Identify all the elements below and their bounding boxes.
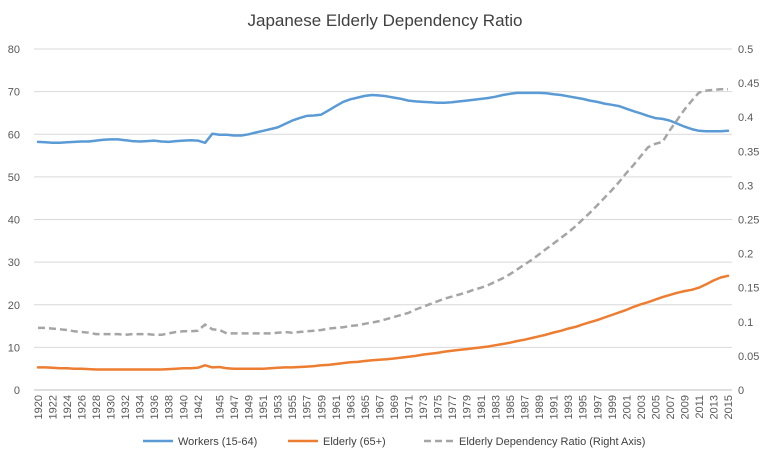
x-tick-label: 1981 bbox=[476, 395, 488, 419]
x-tick-label: 1945 bbox=[215, 395, 227, 419]
y2-tick-label: 0.3 bbox=[738, 180, 753, 192]
x-tick-label: 2003 bbox=[636, 395, 648, 419]
legend-label: Elderly Dependency Ratio (Right Axis) bbox=[459, 436, 645, 448]
x-tick-label: 1991 bbox=[549, 395, 561, 419]
series-line-2 bbox=[36, 274, 730, 371]
x-tick-label: 1977 bbox=[447, 395, 459, 419]
x-tick-label: 1967 bbox=[374, 395, 386, 419]
y-tick-label: 50 bbox=[8, 172, 20, 184]
y2-tick-label: 0.15 bbox=[738, 283, 759, 295]
y-tick-label: 20 bbox=[8, 300, 20, 312]
y2-tick-label: 0 bbox=[738, 385, 744, 397]
x-tick-label: 1930 bbox=[106, 395, 118, 419]
y2-tick-label: 0.45 bbox=[738, 78, 759, 90]
x-tick-label: 1961 bbox=[331, 395, 343, 419]
legend-label: Workers (15-64) bbox=[178, 436, 257, 448]
x-tick-label: 2015 bbox=[723, 395, 735, 419]
series-line-1 bbox=[36, 91, 730, 145]
y-tick-label: 60 bbox=[8, 129, 20, 141]
series-line-3 bbox=[38, 87, 728, 337]
right-axis: 0 0.05 0.1 0.15 0.2 0.25 0.3 0.35 0.4 0.45 0.5 bbox=[738, 44, 759, 397]
y-tick-label: 30 bbox=[8, 257, 20, 269]
x-tick-label: 1949 bbox=[244, 395, 256, 419]
y2-tick-label: 0.4 bbox=[738, 112, 753, 124]
y2-tick-label: 0.1 bbox=[738, 317, 753, 329]
y-tick-label: 10 bbox=[8, 342, 20, 354]
x-tick-label: 1947 bbox=[229, 395, 241, 419]
y2-tick-label: 0.2 bbox=[738, 249, 753, 261]
legend-label: Elderly (65+) bbox=[323, 436, 386, 448]
legend: Workers (15-64) Elderly (65+) Elderly Depe… bbox=[143, 436, 645, 448]
x-tick-label: 2001 bbox=[621, 395, 633, 419]
x-tick-label: 1997 bbox=[592, 395, 604, 419]
x-tick-label: 2007 bbox=[665, 395, 677, 419]
x-tick-label: 1920 bbox=[33, 395, 45, 419]
y2-tick-label: 0.5 bbox=[738, 44, 753, 56]
x-tick-label: 1926 bbox=[77, 395, 89, 419]
x-tick-label: 2005 bbox=[650, 395, 662, 419]
x-tick-label: 1975 bbox=[432, 395, 444, 419]
x-tick-label: 2011 bbox=[694, 395, 706, 419]
x-tick-label: 1955 bbox=[287, 395, 299, 419]
x-tick-label: 2009 bbox=[679, 395, 691, 419]
x-tick-label: 1924 bbox=[62, 395, 74, 419]
x-tick-label: 1989 bbox=[534, 395, 546, 419]
y-tick-label: 80 bbox=[8, 44, 20, 56]
x-tick-label: 1965 bbox=[360, 395, 372, 419]
x-tick-label: 1928 bbox=[91, 395, 103, 419]
y2-tick-label: 0.35 bbox=[738, 146, 759, 158]
x-tick-label: 1985 bbox=[505, 395, 517, 419]
x-tick-label: 1938 bbox=[164, 395, 176, 419]
chart-title: Japanese Elderly Dependency Ratio bbox=[247, 11, 522, 30]
x-tick-label: 1971 bbox=[403, 395, 415, 419]
x-tick-label: 1983 bbox=[491, 395, 503, 419]
y-tick-label: 70 bbox=[8, 87, 20, 99]
x-tick-label: 1999 bbox=[607, 395, 619, 419]
x-tick-label: 1934 bbox=[135, 395, 147, 419]
x-axis: 1920 1922 1924 1926 1928 1930 1932 1934 1936 1938… bbox=[33, 389, 735, 419]
x-tick-label: 1963 bbox=[345, 395, 357, 419]
x-tick-label: 1973 bbox=[418, 395, 430, 419]
x-tick-label: 1979 bbox=[462, 395, 474, 419]
x-tick-label: 1940 bbox=[178, 395, 190, 419]
y-tick-label: 0 bbox=[14, 385, 20, 397]
x-tick-label: 1969 bbox=[389, 395, 401, 419]
series-layer bbox=[36, 87, 730, 371]
x-tick-label: 1993 bbox=[563, 395, 575, 419]
x-tick-label: 1922 bbox=[48, 395, 60, 419]
y2-tick-label: 0.25 bbox=[738, 215, 759, 227]
y-tick-label: 40 bbox=[8, 215, 20, 227]
x-tick-label: 1987 bbox=[520, 395, 532, 419]
y2-tick-label: 0.05 bbox=[738, 351, 759, 363]
x-tick-label: 1995 bbox=[578, 395, 590, 419]
x-tick-label: 1932 bbox=[120, 395, 132, 419]
x-tick-label: 1936 bbox=[149, 395, 161, 419]
x-tick-label: 1953 bbox=[273, 395, 285, 419]
x-tick-label: 1942 bbox=[193, 395, 205, 419]
gridlines bbox=[34, 48, 732, 391]
x-tick-label: 1959 bbox=[316, 395, 328, 419]
x-tick-label: 1957 bbox=[302, 395, 314, 419]
left-axis: 0 10 20 30 40 50 60 70 80 bbox=[8, 44, 20, 397]
x-tick-label: 2013 bbox=[708, 395, 720, 419]
x-tick-label: 1951 bbox=[258, 395, 270, 419]
